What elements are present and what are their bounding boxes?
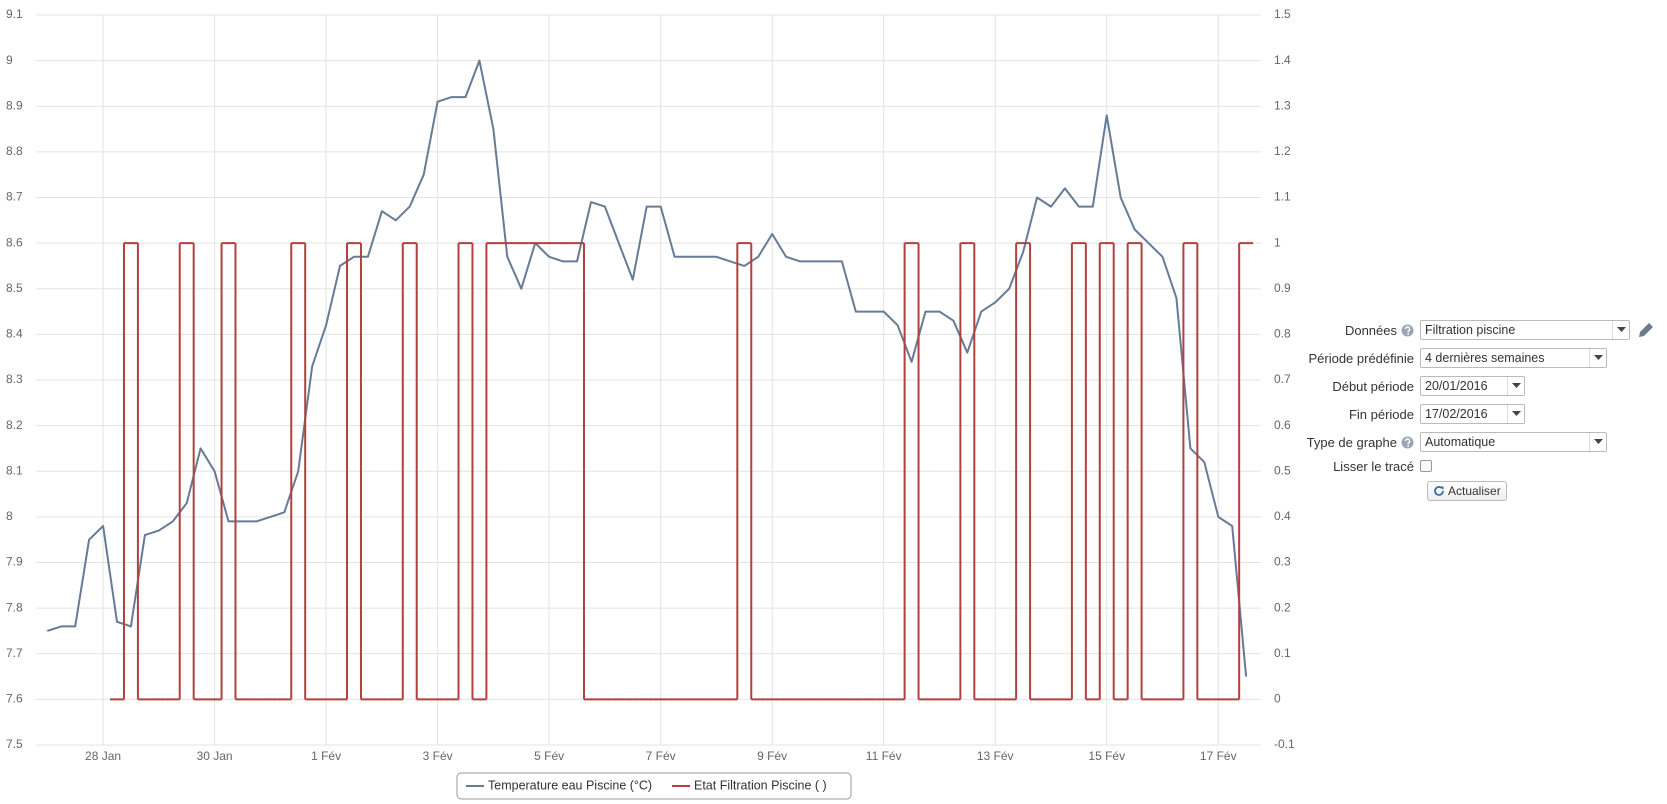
series-line — [46, 59, 1248, 677]
form-row: Fin période 17/02/2016 — [1260, 403, 1525, 425]
smooth-checkbox[interactable] — [1420, 460, 1432, 472]
select-arrow — [1507, 405, 1524, 423]
label-text: Données — [1344, 322, 1397, 338]
help-icon[interactable] — [1401, 436, 1414, 449]
date-value: 17/02/2016 — [1425, 407, 1488, 421]
button-label: Actualiser — [1448, 484, 1501, 498]
y2-tick-label: 0.9 — [1274, 281, 1291, 295]
y2-tick-label: 0.4 — [1274, 509, 1291, 523]
label-text: Fin période — [1348, 406, 1414, 422]
y2-tick-label: 0.1 — [1274, 646, 1291, 660]
select-arrow — [1589, 349, 1606, 367]
legend-box — [456, 772, 852, 800]
label-text: Lisser le tracé — [1333, 458, 1414, 474]
y-tick-label: 8.6 — [6, 235, 23, 249]
x-tick-label: 28 Jan — [85, 749, 121, 763]
x-tick-label: 15 Fév — [1088, 749, 1125, 763]
y2-tick-label: 1.5 — [1274, 7, 1291, 21]
label-text: Début période — [1332, 378, 1414, 394]
graph-type-select[interactable]: Automatique — [1420, 432, 1607, 452]
y2-tick-label: 0.5 — [1274, 463, 1291, 477]
form-row: Période prédéfinie 4 dernières semaines — [1260, 347, 1607, 369]
y2-tick-label: 0.8 — [1274, 327, 1291, 341]
x-tick-label: 5 Fév — [534, 749, 564, 763]
y-tick-label: 8.2 — [6, 418, 23, 432]
legend: Temperature eau Piscine (°C) Etat Filtra… — [456, 772, 852, 800]
help-icon[interactable] — [1401, 324, 1414, 337]
y2-tick-label: -0.1 — [1274, 737, 1295, 751]
field-label: Début période — [1260, 379, 1420, 394]
x-tick-label: 17 Fév — [1200, 749, 1237, 763]
x-tick-label: 7 Fév — [646, 749, 676, 763]
y-tick-label: 7.9 — [6, 555, 23, 569]
y2-tick-label: 1.4 — [1274, 53, 1291, 67]
y-tick-label: 8.8 — [6, 144, 23, 158]
y-tick-label: 7.7 — [6, 646, 23, 660]
select-arrow — [1507, 377, 1524, 395]
y-tick-label: 8.4 — [6, 327, 23, 341]
y2-tick-label: 1.1 — [1274, 190, 1291, 204]
x-tick-label: 11 Fév — [866, 749, 902, 763]
y2-tick-label: 1.3 — [1274, 98, 1291, 112]
field-label: Lisser le tracé — [1260, 459, 1420, 474]
y2-tick-label: 1 — [1274, 235, 1281, 249]
x-tick-label: 13 Fév — [977, 749, 1014, 763]
select-arrow — [1589, 433, 1606, 451]
select-value: Automatique — [1425, 435, 1496, 449]
legend-label: Temperature eau Piscine (°C) — [488, 778, 652, 792]
y-tick-label: 8.3 — [6, 372, 23, 386]
select-value: 4 dernières semaines — [1425, 351, 1545, 365]
label-text: Période prédéfinie — [1308, 350, 1414, 366]
field-label: Données — [1260, 323, 1420, 338]
form-row: Données Filtration piscine — [1260, 319, 1656, 341]
y2-tick-label: 0.2 — [1274, 600, 1291, 614]
x-tick-label: 30 Jan — [197, 749, 233, 763]
x-tick-label: 1 Fév — [311, 749, 341, 763]
y-tick-label: 8 — [6, 509, 13, 523]
end-date[interactable]: 17/02/2016 — [1420, 404, 1525, 424]
select-value: Filtration piscine — [1425, 323, 1516, 337]
form-row: Début période 20/01/2016 — [1260, 375, 1525, 397]
x-tick-label: 3 Fév — [423, 749, 453, 763]
y2-tick-label: 0.3 — [1274, 555, 1291, 569]
legend-label: Etat Filtration Piscine ( ) — [694, 778, 827, 792]
field-label: Type de graphe — [1260, 435, 1420, 450]
y2-tick-label: 0 — [1274, 692, 1281, 706]
date-value: 20/01/2016 — [1425, 379, 1488, 393]
y-tick-label: 9.1 — [6, 7, 23, 21]
y-tick-label: 8.7 — [6, 190, 23, 204]
y-tick-label: 8.5 — [6, 281, 23, 295]
y-tick-label: 7.8 — [6, 600, 23, 614]
x-tick-label: 9 Fév — [757, 749, 787, 763]
y-tick-label: 7.6 — [6, 692, 23, 706]
label-text: Type de graphe — [1306, 434, 1397, 450]
y2-tick-label: 0.7 — [1274, 372, 1291, 386]
refresh-icon — [1434, 486, 1444, 496]
y-tick-label: 8.1 — [6, 463, 23, 477]
y-tick-label: 8.9 — [6, 98, 23, 112]
form-row: Type de graphe Automatique — [1260, 431, 1607, 453]
edit-icon[interactable] — [1636, 320, 1656, 340]
field-label: Fin période — [1260, 407, 1420, 422]
y-tick-label: 9 — [6, 53, 13, 67]
form-row: Lisser le tracé — [1260, 455, 1432, 477]
y2-tick-label: 0.6 — [1274, 418, 1291, 432]
field-label: Période prédéfinie — [1260, 351, 1420, 366]
data-select[interactable]: Filtration piscine — [1420, 320, 1630, 340]
refresh-button[interactable]: Actualiser — [1427, 481, 1507, 501]
y2-tick-label: 1.2 — [1274, 144, 1291, 158]
select-arrow — [1612, 321, 1629, 339]
period-select[interactable]: 4 dernières semaines — [1420, 348, 1607, 368]
form-row: Actualiser — [1427, 480, 1507, 502]
y-tick-label: 7.5 — [6, 737, 23, 751]
start-date[interactable]: 20/01/2016 — [1420, 376, 1525, 396]
